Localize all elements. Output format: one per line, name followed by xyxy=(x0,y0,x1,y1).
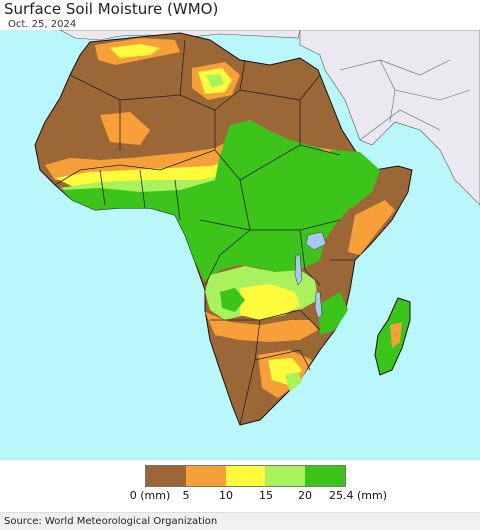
ethiopia-green xyxy=(328,150,380,208)
map-title: Surface Soil Moisture (WMO) xyxy=(4,0,219,18)
legend-label-20: 20 xyxy=(298,489,312,502)
libya-green-patch xyxy=(206,74,224,88)
lake-tanganyika xyxy=(294,254,303,286)
maghreb-yellow xyxy=(110,44,160,58)
south-central-orange xyxy=(205,312,318,342)
mali-orange-patch xyxy=(100,112,150,145)
lake-malawi xyxy=(314,291,323,319)
source-credit: Source: World Meteorological Organizatio… xyxy=(4,516,218,527)
legend-swatch-1 xyxy=(185,466,226,486)
map-date: Oct. 25, 2024 xyxy=(8,19,77,30)
legend-color-bar xyxy=(145,465,346,487)
legend-label-5: 5 xyxy=(182,489,190,502)
legend-swatch-4 xyxy=(305,466,345,486)
madagascar-orange xyxy=(390,322,402,348)
angola-green-patch xyxy=(220,288,245,312)
legend-label-25: 25.4 (mm) xyxy=(328,489,388,502)
border-lines-middle-east xyxy=(339,59,471,141)
legend-swatch-3 xyxy=(265,466,306,486)
legend-label-0: 0 (mm) xyxy=(129,489,171,502)
country-borders xyxy=(54,39,355,426)
lake-victoria xyxy=(305,231,327,251)
east-africa-orange xyxy=(348,200,395,255)
legend-label-10: 10 xyxy=(219,489,233,502)
soil-moisture-map xyxy=(0,30,480,460)
legend-swatch-0 xyxy=(146,466,186,486)
equatorial-green xyxy=(62,120,365,282)
east-coast-green xyxy=(318,292,348,335)
footer-bar: Source: World Meteorological Organizatio… xyxy=(0,512,480,530)
south-africa-green xyxy=(285,372,302,392)
legend-label-15: 15 xyxy=(259,489,273,502)
legend-swatch-2 xyxy=(225,466,266,486)
south-central-yellow xyxy=(240,284,300,320)
